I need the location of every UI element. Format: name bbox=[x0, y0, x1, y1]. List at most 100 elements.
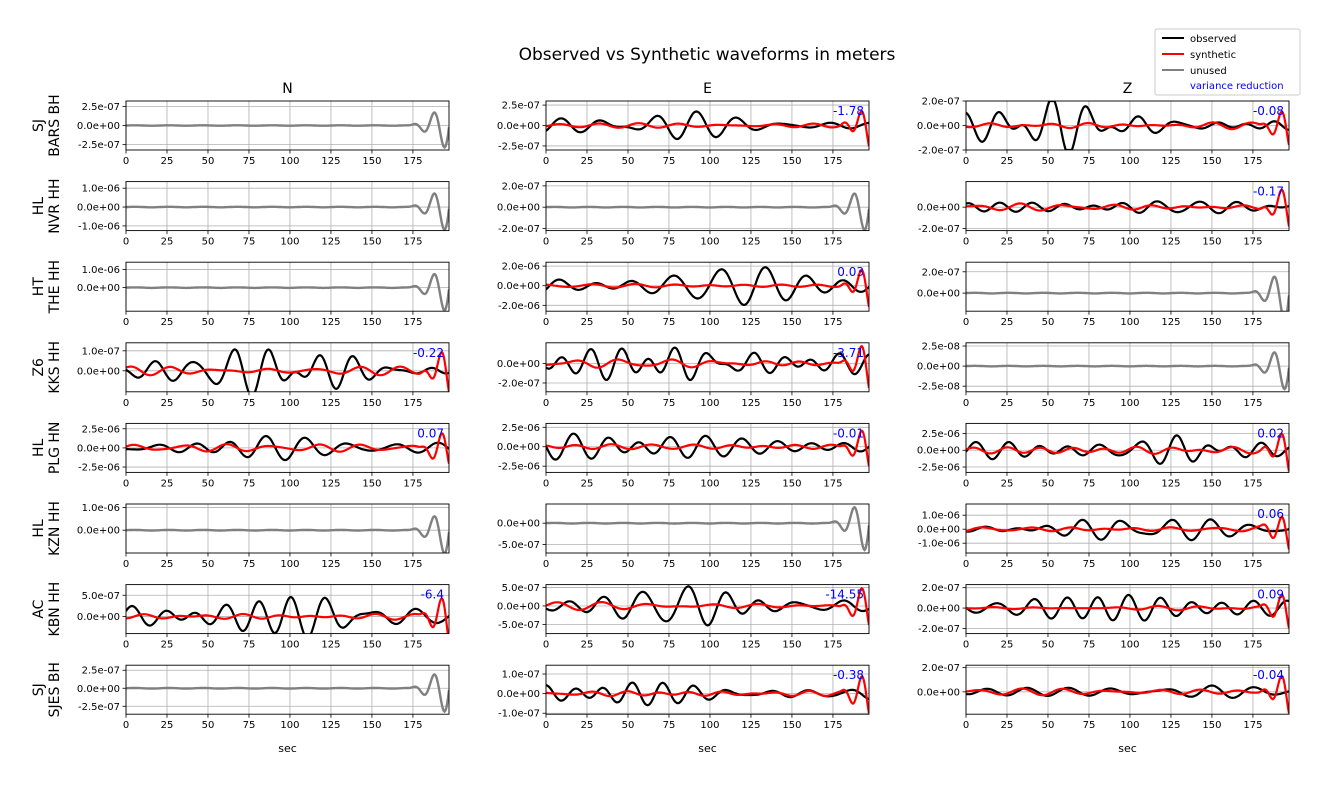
x-tick-label: 125 bbox=[321, 156, 340, 167]
x-tick-label: 100 bbox=[280, 478, 299, 489]
x-tick-label: 175 bbox=[1243, 720, 1262, 731]
y-tick-label: 0.0e+00 bbox=[77, 283, 120, 294]
panel-frame bbox=[545, 503, 870, 554]
variance-reduction-label: 0.02 bbox=[1257, 426, 1284, 440]
station-code-label: KBN HH bbox=[47, 582, 63, 637]
x-tick-label: 0 bbox=[963, 478, 969, 489]
x-tick-label: 175 bbox=[403, 478, 422, 489]
station-code-label: SJES BH bbox=[47, 662, 63, 717]
variance-reduction-label: -0.38 bbox=[833, 668, 864, 682]
x-tick-label: 50 bbox=[202, 398, 215, 409]
x-tick-label: 175 bbox=[823, 156, 842, 167]
x-tick-label: 100 bbox=[280, 640, 299, 651]
synthetic-trace bbox=[126, 432, 449, 464]
y-tick-label: -2.5e-06 bbox=[78, 463, 120, 474]
x-tick-label: 75 bbox=[663, 720, 676, 731]
variance-reduction-label: -6.4 bbox=[421, 588, 444, 602]
x-tick-label: 150 bbox=[362, 398, 381, 409]
waveform-panel: -2.5e-06 0.0e+00 2.5e-06 0 25 50 75 100 125 150 17… bbox=[77, 422, 450, 489]
panel-frame bbox=[545, 181, 870, 232]
waveform-panel: 0.0e+00 1.0e-06 0 25 50 75 100 125 150 175 bbox=[77, 503, 450, 570]
variance-reduction-label: -0.22 bbox=[413, 346, 444, 360]
x-tick-label: 175 bbox=[403, 156, 422, 167]
legend-label-unused: unused bbox=[1190, 66, 1227, 77]
x-tick-label: 150 bbox=[782, 478, 801, 489]
x-tick-label: 150 bbox=[1202, 640, 1221, 651]
synthetic-trace bbox=[126, 350, 449, 392]
observed-trace bbox=[966, 200, 1289, 215]
x-tick-label: 75 bbox=[243, 720, 256, 731]
y-tick-label: 0.0e+00 bbox=[77, 612, 120, 623]
x-tick-label: 50 bbox=[202, 640, 215, 651]
x-tick-label: 125 bbox=[741, 559, 760, 570]
x-tick-label: 125 bbox=[741, 640, 760, 651]
x-tick-label: 150 bbox=[782, 640, 801, 651]
x-tick-label: 25 bbox=[161, 237, 174, 248]
x-tick-label: 175 bbox=[823, 478, 842, 489]
x-tick-label: 0 bbox=[123, 559, 129, 570]
legend-label-observed: observed bbox=[1190, 34, 1236, 45]
waveform-panel: -5.0e-07 0.0e+00 0 25 50 75 100 125 150 175 bbox=[497, 503, 870, 570]
station-network-label: Z6 bbox=[31, 358, 47, 377]
x-tick-label: 50 bbox=[202, 156, 215, 167]
y-tick-label: 2.5e-06 bbox=[82, 424, 120, 435]
synthetic-trace bbox=[966, 515, 1289, 550]
synthetic-trace bbox=[546, 109, 869, 147]
x-tick-label: 50 bbox=[202, 720, 215, 731]
observed-trace bbox=[126, 595, 449, 634]
station-network-label: SJ bbox=[31, 119, 47, 132]
y-tick-label: 0.0e+00 bbox=[77, 366, 120, 377]
x-axis-label-n: sec bbox=[278, 742, 297, 755]
y-tick-label: 0.0e+00 bbox=[917, 289, 960, 300]
y-tick-label: -2.5e-07 bbox=[78, 702, 120, 713]
x-tick-label: 0 bbox=[123, 720, 129, 731]
x-tick-label: 125 bbox=[321, 559, 340, 570]
x-tick-label: 25 bbox=[161, 317, 174, 328]
x-tick-label: 150 bbox=[362, 720, 381, 731]
y-tick-label: 0.0e+00 bbox=[497, 689, 540, 700]
x-tick-label: 0 bbox=[963, 156, 969, 167]
x-tick-label: 125 bbox=[321, 237, 340, 248]
x-tick-label: 0 bbox=[543, 640, 549, 651]
panel-frame bbox=[545, 342, 870, 393]
waveform-panel: -2.0e-07 0.0e+00 2.0e-07 0 25 50 75 100 125 150 17… bbox=[917, 583, 1290, 651]
y-tick-label: 2.5e-07 bbox=[502, 101, 540, 112]
x-tick-label: 75 bbox=[243, 237, 256, 248]
y-tick-label: 0.0e+00 bbox=[917, 121, 960, 132]
panel-frame bbox=[125, 181, 450, 232]
x-tick-label: 25 bbox=[1001, 398, 1014, 409]
variance-reduction-label: 0.03 bbox=[837, 265, 864, 279]
x-tick-label: 0 bbox=[543, 237, 549, 248]
x-tick-label: 50 bbox=[1042, 640, 1055, 651]
x-tick-label: 75 bbox=[663, 237, 676, 248]
y-tick-label: 2.0e-07 bbox=[922, 267, 960, 278]
y-tick-label: 0.0e+00 bbox=[77, 526, 120, 537]
x-tick-label: 125 bbox=[321, 398, 340, 409]
y-tick-label: 2.5e-06 bbox=[922, 429, 960, 440]
x-tick-label: 150 bbox=[362, 478, 381, 489]
waveform-panel: -2.0e-07 0.0e+00 0 25 50 75 100 125 150 175 -0.17 bbox=[917, 181, 1290, 248]
station-network-label: SJ bbox=[31, 683, 47, 696]
x-tick-label: 100 bbox=[280, 317, 299, 328]
x-tick-label: 100 bbox=[1120, 398, 1139, 409]
y-tick-label: -2.5e-07 bbox=[78, 140, 120, 151]
station-code-label: NVR HH bbox=[47, 178, 63, 233]
synthetic-trace bbox=[546, 675, 869, 714]
x-axis-labels: sec sec sec bbox=[278, 742, 1137, 755]
x-tick-label: 175 bbox=[403, 237, 422, 248]
panel-grid: SJ BARS BH -2.5e-070.0e+002.5e-070 25 50 75 10… bbox=[31, 94, 1290, 731]
x-tick-label: 50 bbox=[622, 156, 635, 167]
waveform-panel: -2.0e-07 0.0e+00 2.0e-07 0 25 50 75 100 125 150 17… bbox=[917, 97, 1290, 167]
x-axis-label-e: sec bbox=[698, 742, 717, 755]
column-titles: N E Z bbox=[282, 81, 1132, 97]
synthetic-trace bbox=[546, 344, 869, 389]
x-tick-label: 150 bbox=[1202, 720, 1221, 731]
x-tick-label: 125 bbox=[1161, 640, 1180, 651]
column-title-n: N bbox=[282, 81, 292, 97]
x-tick-label: 75 bbox=[243, 156, 256, 167]
x-tick-label: 25 bbox=[581, 156, 594, 167]
y-tick-label: -2.0e-07 bbox=[918, 624, 960, 635]
variance-reduction-label: -14.55 bbox=[825, 588, 864, 602]
x-tick-label: 175 bbox=[823, 559, 842, 570]
